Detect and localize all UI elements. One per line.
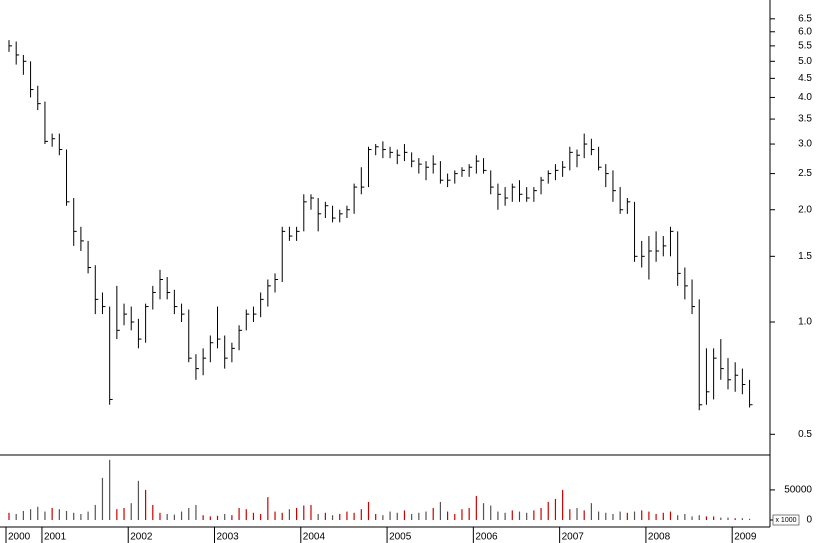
y-tick-label: 6.5 (798, 13, 812, 24)
x-tick-label: 2001 (44, 532, 67, 543)
y-tick-label: 1.5 (798, 251, 812, 262)
y-tick-label: 2.5 (798, 168, 812, 179)
y-tick-label: 0.5 (798, 429, 812, 440)
volume-tick-label: 0 (806, 515, 812, 526)
x-tick-label: 2006 (475, 532, 498, 543)
x-tick-label: 2009 (734, 532, 757, 543)
x-tick-label: 2003 (217, 532, 240, 543)
y-tick-label: 1.0 (798, 317, 812, 328)
y-tick-label: 4.0 (798, 92, 812, 103)
volume-unit: x 1000 (775, 517, 796, 524)
x-tick-label: 2005 (389, 532, 412, 543)
y-tick-label: 3.5 (798, 114, 812, 125)
x-tick-label: 2007 (562, 532, 585, 543)
y-tick-label: 3.0 (798, 139, 812, 150)
x-tick-label: 2008 (648, 532, 671, 543)
y-tick-label: 4.5 (798, 73, 812, 84)
x-tick-label: 2004 (303, 532, 326, 543)
x-tick-label: 2002 (130, 532, 153, 543)
y-tick-label: 5.5 (798, 41, 812, 52)
y-tick-label: 6.0 (798, 26, 812, 37)
volume-tick-label: 50000 (784, 485, 812, 496)
x-tick-label: 2000 (8, 532, 31, 543)
y-tick-label: 2.0 (798, 204, 812, 215)
unit-box (772, 514, 800, 526)
y-tick-label: 5.0 (798, 56, 812, 67)
